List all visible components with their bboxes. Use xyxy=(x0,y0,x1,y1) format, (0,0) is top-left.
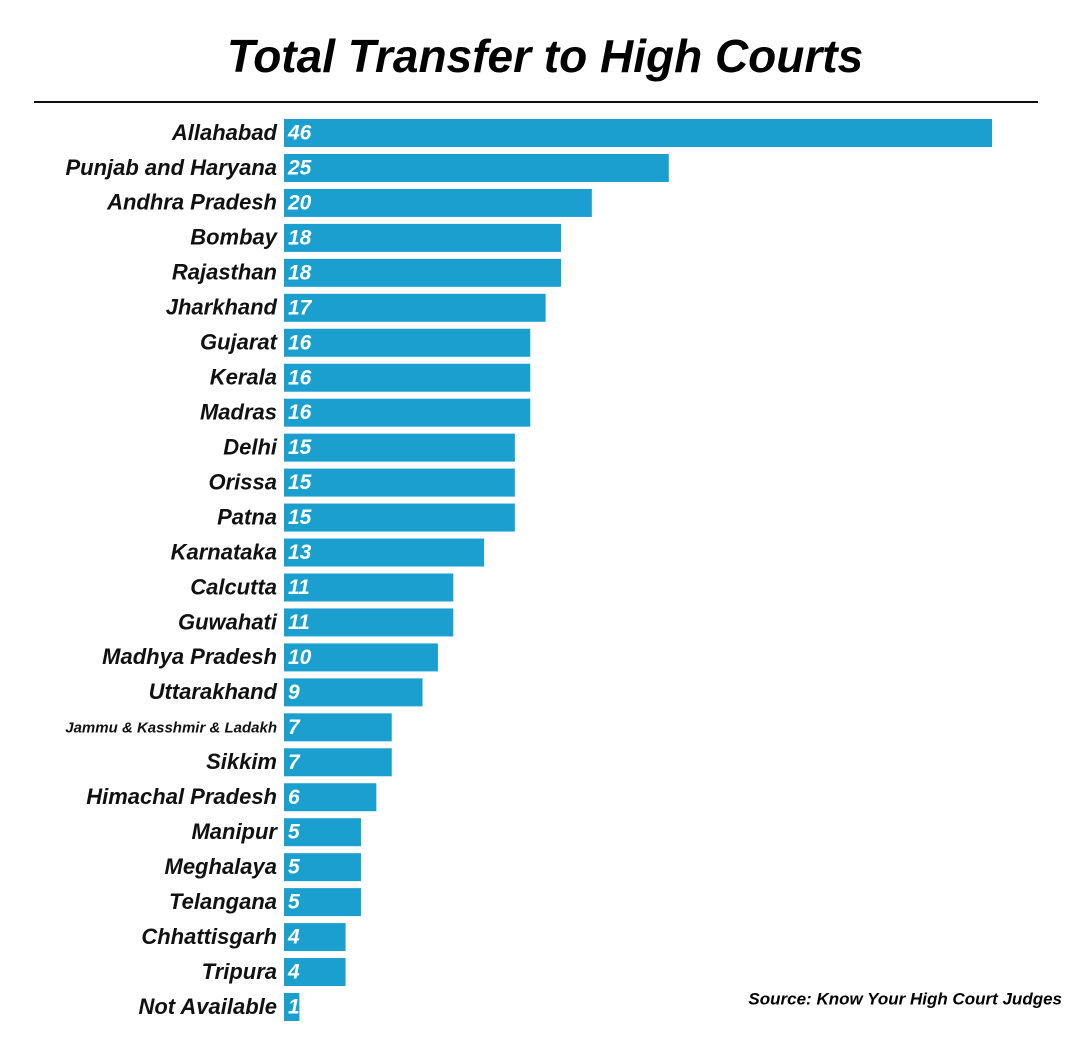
bar xyxy=(284,713,392,742)
bar xyxy=(284,538,485,567)
value-label: 1 xyxy=(288,996,300,1019)
bar xyxy=(284,398,531,427)
bar xyxy=(284,678,423,707)
value-label: 15 xyxy=(288,471,312,494)
category-label: Allahabad xyxy=(171,120,278,145)
value-label: 11 xyxy=(288,611,310,634)
source-note: Source: Know Your High Court Judges xyxy=(748,989,1062,1008)
bar xyxy=(284,293,546,322)
value-label: 16 xyxy=(288,366,312,389)
category-label: Guwahati xyxy=(178,609,278,634)
value-label: 15 xyxy=(288,436,312,459)
bar xyxy=(284,503,515,532)
bar xyxy=(284,783,377,812)
value-label: 5 xyxy=(288,891,300,914)
category-label: Madhya Pradesh xyxy=(102,644,277,669)
bar xyxy=(284,643,438,672)
value-label: 15 xyxy=(288,506,312,529)
category-label: Sikkim xyxy=(206,749,277,774)
value-label: 16 xyxy=(288,331,312,354)
bar xyxy=(284,188,592,217)
category-label: Kerala xyxy=(210,365,277,390)
category-label: Punjab and Haryana xyxy=(65,155,277,180)
category-label: Gujarat xyxy=(200,330,279,355)
category-label: Karnataka xyxy=(171,539,277,564)
value-label: 6 xyxy=(288,786,300,809)
bar xyxy=(284,923,346,952)
category-label: Tripura xyxy=(202,959,277,984)
bar xyxy=(284,608,454,637)
bar xyxy=(284,468,515,497)
bar xyxy=(284,818,361,847)
value-label: 13 xyxy=(288,541,312,564)
value-label: 11 xyxy=(288,576,310,599)
category-label: Chhattisgarh xyxy=(141,924,277,949)
bar xyxy=(284,573,454,602)
bar xyxy=(284,223,562,252)
category-label: Not Available xyxy=(138,994,277,1019)
bar xyxy=(284,328,531,357)
value-label: 7 xyxy=(288,716,301,739)
bar xyxy=(284,853,361,882)
value-label: 16 xyxy=(288,401,312,424)
value-label: 5 xyxy=(288,856,300,879)
category-label: Orissa xyxy=(209,469,278,494)
value-label: 4 xyxy=(287,926,300,949)
category-label: Bombay xyxy=(190,225,279,250)
value-label: 20 xyxy=(287,191,312,214)
value-label: 25 xyxy=(287,157,312,180)
bar xyxy=(284,433,515,462)
category-label: Manipur xyxy=(191,819,278,844)
value-label: 9 xyxy=(288,681,300,704)
category-label: Delhi xyxy=(223,434,278,459)
category-label: Madras xyxy=(200,399,277,424)
chart-title: Total Transfer to High Courts xyxy=(227,30,863,82)
value-label: 7 xyxy=(288,751,301,774)
bar xyxy=(284,258,562,287)
bar xyxy=(284,153,669,182)
category-label: Telangana xyxy=(169,889,277,914)
category-label: Jharkhand xyxy=(166,295,278,320)
category-label: Andhra Pradesh xyxy=(106,190,277,215)
bar xyxy=(284,888,361,917)
value-label: 4 xyxy=(287,961,300,984)
value-label: 17 xyxy=(288,296,313,319)
category-label: Uttarakhand xyxy=(149,679,278,704)
bar xyxy=(284,748,392,777)
category-label: Patna xyxy=(217,504,277,529)
category-label: Meghalaya xyxy=(165,854,278,879)
category-label: Calcutta xyxy=(190,574,277,599)
value-label: 18 xyxy=(288,261,312,284)
bar xyxy=(284,363,531,392)
category-label: Himachal Pradesh xyxy=(86,784,277,809)
bar xyxy=(284,119,992,147)
category-label: Jammu & Kasshmir & Ladakh xyxy=(65,719,277,736)
value-label: 18 xyxy=(288,226,312,249)
value-label: 10 xyxy=(288,646,312,669)
value-label: 5 xyxy=(288,821,300,844)
bar xyxy=(284,993,300,1021)
category-label: Rajasthan xyxy=(172,260,277,285)
bar xyxy=(284,958,346,987)
value-label: 46 xyxy=(287,122,312,145)
